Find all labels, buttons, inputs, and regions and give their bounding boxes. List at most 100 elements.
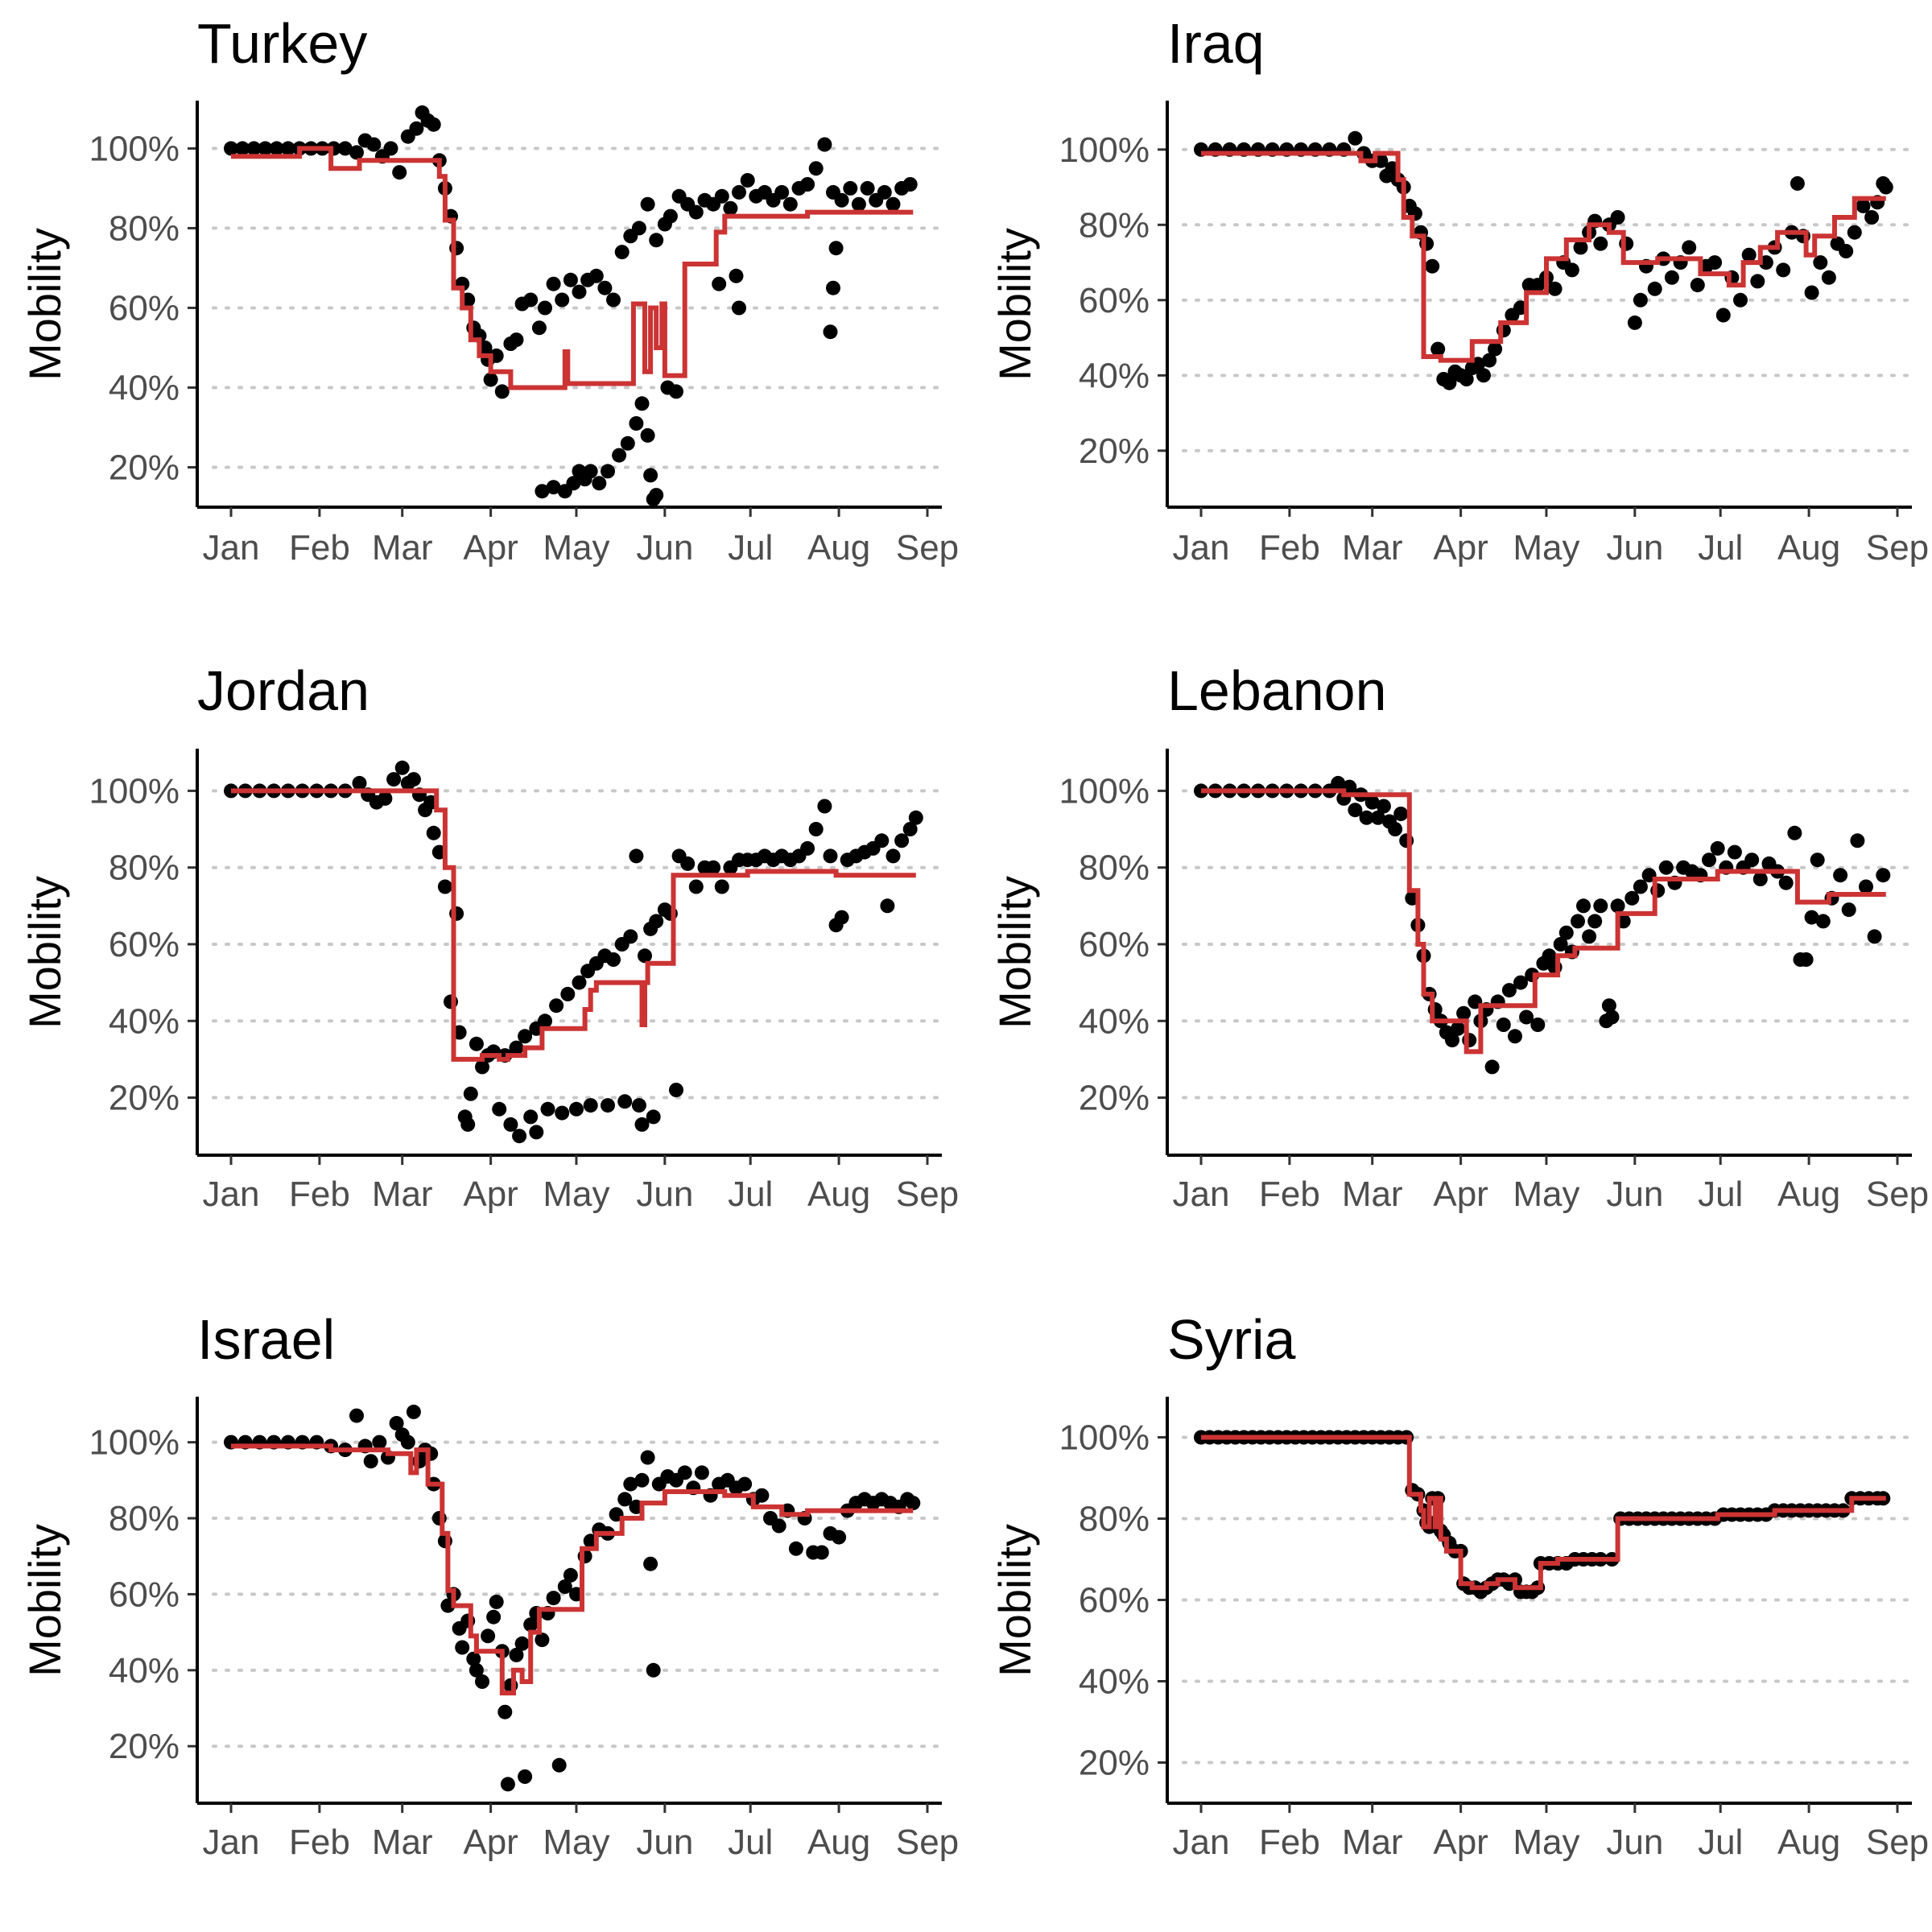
x-tick-label: Jan [1173,1823,1230,1862]
data-point [706,860,721,875]
data-point [540,1101,555,1117]
data-point [606,292,621,308]
data-point [1804,285,1819,300]
y-axis-title-lebanon: Mobility [989,876,1040,1029]
data-point [352,775,367,791]
data-point [740,173,755,188]
data-point [894,833,910,848]
y-tick-label: 60% [1079,925,1150,964]
data-point [1604,1009,1620,1025]
x-tick-label: Jan [203,1823,260,1862]
data-point [1519,1009,1534,1025]
panel-title-lebanon: Lebanon [1167,659,1387,722]
x-tick-label: Jan [1173,528,1230,568]
y-axis-title-syria: Mobility [989,1524,1040,1677]
model-line-lebanon [1201,788,1886,1055]
data-point [1856,198,1871,213]
data-point [426,117,441,132]
x-tick-label: Sep [896,528,959,568]
y-axis-title-iraq: Mobility [989,228,1040,381]
data-point [634,396,650,411]
data-point [808,161,824,176]
y-tick-label: 100% [1059,771,1150,811]
data-point [512,1129,527,1144]
data-point [601,1098,615,1113]
data-point [555,1105,570,1121]
data-point [372,1435,387,1450]
data-point [1364,795,1380,810]
data-point [1582,929,1597,944]
data-point [1359,810,1374,825]
y-axis-title-turkey: Mobility [19,228,70,381]
x-tick-label: Apr [463,1174,518,1214]
data-point [557,1579,572,1594]
data-point [535,484,550,499]
data-point [823,848,838,864]
data-point [601,464,615,479]
data-point [714,879,729,894]
x-tick-label: Mar [1342,1174,1403,1214]
data-point [518,1769,533,1784]
data-point [1558,925,1574,940]
panel-syria: Syria Mobility 20% 40% 60% 80% 100% Jan Feb Mar Ap… [989,1308,1929,1862]
data-point [634,1117,650,1132]
data-point [680,856,696,871]
data-point [1710,840,1725,856]
data-point [688,879,704,894]
data-point [460,1117,476,1132]
x-tick-label: May [1513,528,1579,568]
data-point [406,1404,421,1419]
x-tick-label: Jun [636,1174,693,1214]
observed-points-israel [224,1404,921,1792]
data-point [877,184,892,200]
panel-title-turkey: Turkey [197,12,367,75]
x-tick-label: Feb [289,528,350,568]
data-point [623,929,638,944]
data-point [1664,270,1679,285]
y-tick-label: 60% [109,1575,180,1614]
x-tick-label: Feb [289,1823,350,1862]
data-point [1733,292,1748,308]
data-point [886,848,901,864]
data-point [389,1416,404,1430]
data-point [1859,879,1873,894]
data-point [523,1617,539,1633]
data-point [1702,852,1716,868]
data-point [531,320,547,336]
data-point [483,372,498,387]
x-tick-label: Feb [1259,528,1320,568]
data-point [1821,270,1836,285]
x-tick-label: Sep [1866,1174,1929,1214]
y-tick-label: 80% [1079,1500,1150,1539]
x-tick-label: Sep [1866,1823,1929,1862]
x-tick-label: Jun [636,1823,693,1862]
data-point [546,480,561,495]
data-point [546,1591,561,1606]
model-line-iraq [1201,151,1886,363]
data-point [1593,236,1608,251]
data-point [640,196,655,212]
data-point [1553,937,1568,952]
data-point [1867,929,1882,944]
y-tick-label: 20% [109,1079,180,1118]
data-point [529,1125,544,1140]
data-point [1442,375,1457,390]
y-axis-title-israel: Mobility [19,1524,70,1677]
data-point [646,1662,661,1678]
x-tick-label: Aug [1777,528,1840,568]
observed-points-turkey [224,105,918,507]
data-point [1488,341,1503,357]
data-point [640,427,655,443]
x-tick-label: Aug [1777,1823,1840,1862]
panel-title-iraq: Iraq [1167,12,1265,75]
x-tick-label: Sep [896,1174,959,1214]
data-point [466,1651,481,1666]
data-point [486,1609,502,1624]
x-tick-label: Apr [1433,1174,1488,1214]
x-tick-label: May [543,1174,609,1214]
x-tick-label: Jul [728,1174,773,1214]
data-point [1348,803,1363,818]
gridlines-lebanon [1182,789,1913,1100]
data-point [1425,258,1440,274]
